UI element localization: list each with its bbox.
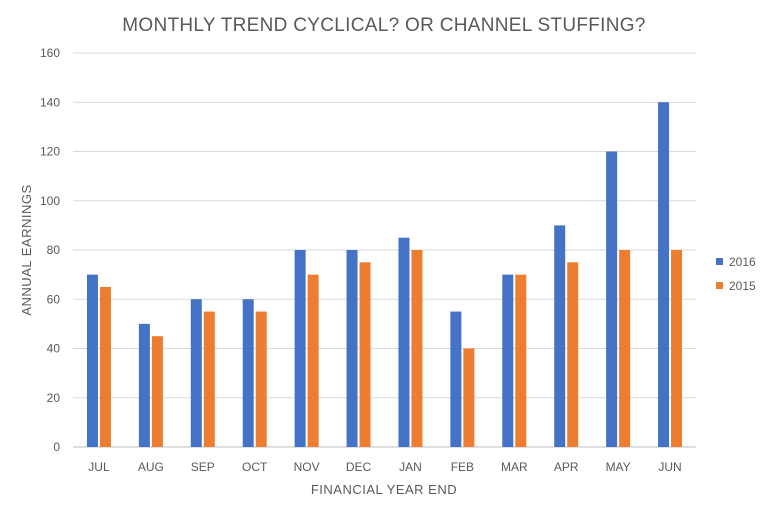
- legend-label-2016: 2016: [729, 255, 756, 269]
- bar-2016-jan: [398, 237, 410, 447]
- x-tick-label: APR: [554, 460, 579, 474]
- y-tick-label: 160: [40, 46, 60, 60]
- x-tick-label: JAN: [399, 460, 422, 474]
- legend: 2016 2015: [716, 255, 756, 293]
- bar-2015-mar: [515, 274, 527, 447]
- x-tick-label: JUL: [88, 460, 110, 474]
- bar-2015-nov: [307, 274, 319, 447]
- bar-2015-jul: [99, 286, 111, 447]
- bar-2015-jan: [411, 250, 423, 447]
- y-tick-label: 60: [47, 292, 61, 306]
- bar-2016-dec: [346, 250, 358, 447]
- x-tick-label: FEB: [451, 460, 474, 474]
- bar-2016-nov: [294, 250, 306, 447]
- x-tick-label: MAY: [606, 460, 631, 474]
- x-tick-label: SEP: [191, 460, 215, 474]
- y-tick-label: 140: [40, 95, 60, 109]
- bar-2016-jul: [86, 274, 98, 447]
- y-tick-label: 80: [47, 243, 61, 257]
- x-tick-label: MAR: [501, 460, 528, 474]
- bar-2016-aug: [138, 323, 150, 447]
- bar-2016-feb: [450, 311, 462, 447]
- bar-2016-oct: [242, 299, 254, 447]
- y-tick-label: 120: [40, 145, 60, 159]
- bar-2016-jun: [658, 102, 670, 447]
- bars: [86, 102, 683, 447]
- y-tick-label: 0: [53, 440, 60, 454]
- x-tick-label: DEC: [346, 460, 372, 474]
- bar-2016-sep: [190, 299, 202, 447]
- bar-2015-sep: [203, 311, 215, 447]
- y-axis-label: ANNUAL EARNINGS: [19, 184, 34, 315]
- gridlines: [73, 52, 696, 448]
- y-tick-label: 40: [47, 342, 61, 356]
- bar-2015-aug: [151, 336, 163, 447]
- bar-2016-may: [606, 151, 618, 447]
- bar-2015-may: [619, 250, 631, 447]
- x-tick-label: AUG: [138, 460, 164, 474]
- x-axis-ticks: JUL AUG SEP OCT NOV DEC JAN FEB MAR APR MAY JUN: [88, 460, 681, 474]
- bar-2015-apr: [567, 262, 579, 447]
- legend-swatch-2015: [716, 282, 723, 289]
- x-tick-label: OCT: [242, 460, 268, 474]
- y-tick-label: 100: [40, 194, 60, 208]
- y-axis-ticks: 0 20 40 60 80 100 120 140 160: [40, 46, 60, 454]
- bar-2015-jun: [671, 250, 683, 447]
- y-tick-label: 20: [47, 391, 61, 405]
- legend-label-2015: 2015: [729, 279, 756, 293]
- bar-2015-oct: [255, 311, 267, 447]
- x-axis-label: FINANCIAL YEAR END: [311, 482, 457, 497]
- bar-2015-feb: [463, 348, 475, 447]
- x-tick-label: JUN: [658, 460, 681, 474]
- legend-swatch-2016: [716, 258, 723, 265]
- bar-2016-apr: [554, 225, 566, 447]
- bar-2016-mar: [502, 274, 514, 447]
- chart-title: MONTHLY TREND CYCLICAL? OR CHANNEL STUFF…: [122, 15, 645, 36]
- x-tick-label: NOV: [294, 460, 320, 474]
- bar-2015-dec: [359, 262, 371, 447]
